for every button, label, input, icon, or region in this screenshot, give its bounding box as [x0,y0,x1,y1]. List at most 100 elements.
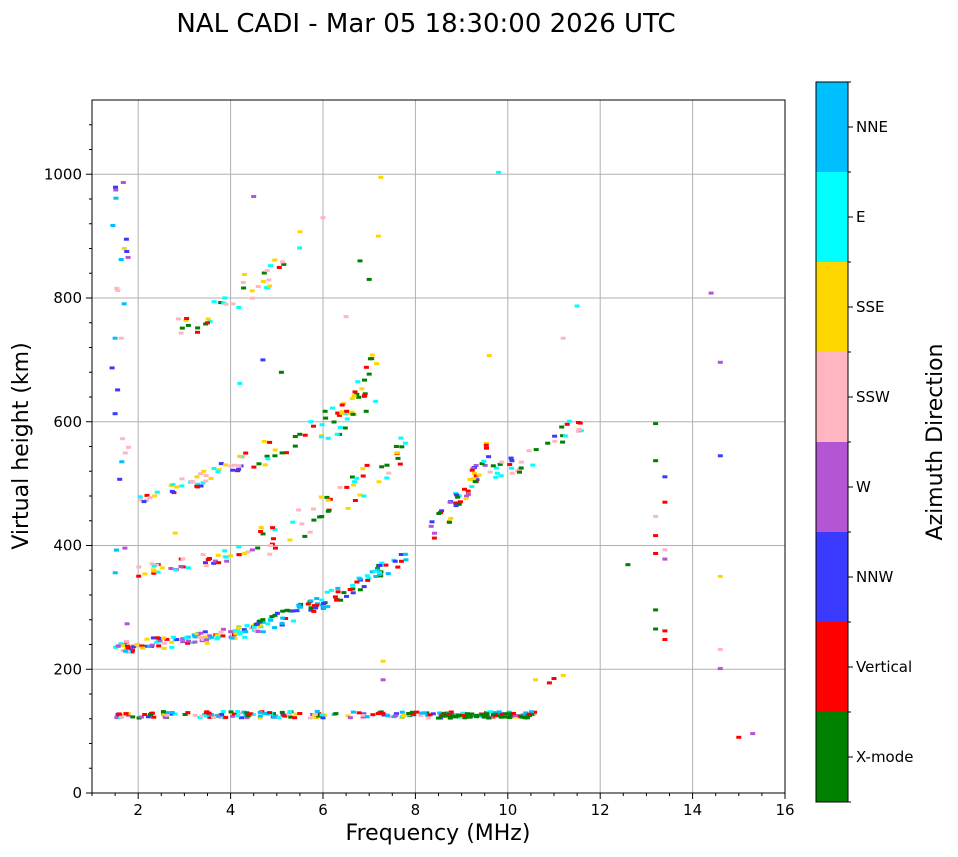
echo-point-e [308,420,314,424]
echo-point-vertical [376,712,381,716]
echo-point-x-mode [271,712,276,716]
echo-point-x-mode [456,502,462,506]
echo-point-vertical [414,710,420,714]
echo-point-vertical [453,501,459,505]
echo-point-nnw [109,366,115,370]
echo-point-vertical [431,536,437,540]
echo-point-ssw [509,471,515,475]
echo-point-e [337,425,343,429]
echo-point-x-mode [409,710,415,714]
echo-point-e [330,406,336,410]
echo-point-x-mode [462,716,468,720]
colorbar-swatch-nnw [816,532,848,622]
echo-point-x-mode [625,563,631,567]
echo-point-nnw [113,185,118,189]
echo-point-w [473,464,479,467]
echo-point-nnw [168,712,174,716]
echo-point-e [194,482,200,486]
echo-point-vertical [395,565,401,569]
echo-point-e [493,475,499,479]
x-tick-label: 12 [591,801,610,819]
echo-point-vertical [139,644,145,648]
echo-point-x-mode [325,509,331,513]
echo-point-e [319,713,325,717]
echo-point-vertical [276,266,282,269]
echo-point-vertical [270,526,276,530]
echo-point-e [344,417,350,421]
echo-point-vertical [129,650,135,654]
echo-point-e [334,432,340,436]
echo-point-vertical [231,712,237,716]
echo-point-nnw [254,622,260,626]
echo-point-sse [360,467,366,471]
echo-point-sse [394,451,400,455]
echo-point-vertical [397,462,403,466]
echo-point-sse [351,483,357,487]
echo-point-w [180,637,186,641]
echo-point-x-mode [322,409,328,413]
echo-point-nnw [474,478,480,482]
echo-point-sse [378,175,384,179]
echo-point-vertical [347,588,353,591]
echo-point-vertical [526,712,532,716]
echo-point-x-mode [179,326,185,330]
echo-point-w [204,638,209,642]
echo-point-w [124,622,130,626]
echo-point-x-mode [241,286,247,290]
echo-point-e [324,590,330,594]
echo-point-vertical [473,474,479,478]
echo-point-e [355,380,361,384]
echo-point-e [361,494,367,498]
echo-point-e [373,399,379,403]
echo-point-x-mode [436,716,442,720]
echo-point-nne [308,599,314,603]
colorbar: X-mode Vertical NNW W SSW SSE E NNE [815,81,913,803]
echo-point-vertical [336,413,342,417]
echo-point-vertical [251,465,257,469]
echo-point-e [328,588,334,592]
echo-point-nne [437,711,443,715]
echo-point-nnw [717,454,723,458]
echo-point-vertical [446,712,452,716]
echo-point-nnw [662,475,668,479]
echo-point-x-mode [342,426,348,430]
echo-point-ssw [136,565,142,569]
echo-point-sse [325,498,331,502]
echo-point-sse [144,637,150,641]
echo-point-ssw [280,260,286,264]
echo-point-sse [448,516,454,520]
echo-point-nnw [392,559,398,563]
echo-point-ssw [311,507,316,511]
echo-point-sse [159,566,165,570]
echo-point-x-mode [284,608,290,612]
echo-point-x-mode [261,271,267,275]
echo-point-nnw [350,591,356,595]
echo-point-w [432,531,437,535]
echo-point-sse [169,640,175,644]
echo-point-w [120,181,126,184]
echo-point-x-mode [491,713,496,717]
echo-point-sse [232,636,238,640]
echo-point-x-mode [366,277,372,281]
echo-point-sse [201,469,207,473]
echo-point-nne [506,710,512,714]
echo-point-ssw [576,428,582,431]
echo-point-e [319,598,325,602]
echo-point-vertical [149,711,155,715]
echo-point-e [236,545,242,549]
echo-point-nnw [377,563,383,567]
echo-point-x-mode [244,711,250,715]
echo-point-sse [172,531,178,535]
echo-point-e [276,716,282,720]
echo-point-sse [471,477,477,481]
echo-point-nne [492,711,498,715]
x-tick-label: 6 [318,801,328,819]
echo-point-x-mode [350,475,355,479]
echo-point-ssw [144,498,150,502]
echo-point-ssw [120,437,126,441]
echo-point-vertical [551,677,557,680]
echo-point-x-mode [362,392,368,396]
colorbar-swatch-w [816,442,848,532]
echo-point-e [215,470,221,474]
